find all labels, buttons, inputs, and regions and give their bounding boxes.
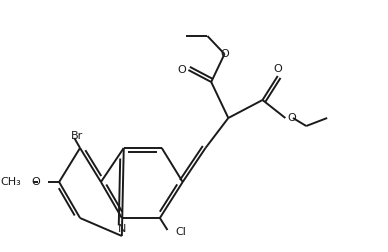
- Text: O: O: [287, 113, 296, 123]
- Text: O: O: [31, 177, 40, 187]
- Text: N: N: [118, 224, 126, 234]
- Text: O: O: [274, 64, 282, 74]
- Text: O: O: [178, 65, 187, 75]
- Text: Br: Br: [71, 131, 83, 141]
- Text: CH₃: CH₃: [0, 177, 21, 187]
- Text: O: O: [220, 49, 229, 59]
- Text: Cl: Cl: [175, 227, 186, 237]
